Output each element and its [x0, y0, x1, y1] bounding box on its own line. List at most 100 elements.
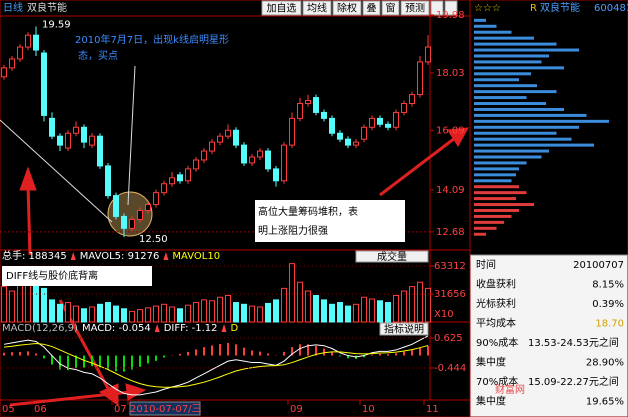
x-tick-label: 07 — [114, 404, 127, 415]
chip-bar — [474, 173, 516, 177]
candle-body — [33, 34, 39, 51]
volume-bar — [1, 286, 7, 323]
candle-body — [9, 58, 15, 69]
candle-body — [89, 135, 95, 146]
chip-bar — [474, 131, 557, 135]
help-button[interactable] — [379, 322, 429, 336]
chip-bar — [474, 54, 549, 58]
volume-bar — [129, 310, 135, 323]
price-annotation: 12.50 — [139, 234, 168, 245]
x-tick-label: 09 — [290, 404, 303, 415]
volume-bar — [329, 303, 335, 323]
volume-bar — [121, 308, 127, 323]
candle-body — [361, 126, 367, 140]
volume-bar — [65, 302, 71, 323]
info-label: 时间 — [476, 258, 496, 271]
toolbar-button[interactable] — [261, 0, 302, 16]
candle-body — [153, 192, 159, 206]
volume-bar — [73, 305, 79, 323]
info-value: 18.70 — [595, 319, 624, 330]
candle-body — [41, 52, 47, 116]
candle-body — [57, 135, 63, 146]
toolbar-button[interactable] — [302, 0, 332, 16]
chip-bar — [474, 191, 527, 195]
volume-bar — [145, 307, 151, 323]
panel-header: MAVOL5: 91276 — [80, 251, 160, 262]
info-value: 20100707 — [573, 260, 624, 271]
volume-bar — [425, 287, 431, 323]
candle-body — [201, 150, 207, 161]
chip-bar — [474, 90, 557, 94]
x-tick-label: 2010-07-07/三 — [130, 404, 201, 415]
volume-bar — [393, 294, 399, 323]
candle-body — [49, 117, 55, 137]
toolbar-button[interactable] — [332, 0, 362, 16]
selector[interactable] — [355, 250, 429, 263]
price-annotation: 19.59 — [42, 20, 71, 31]
volume-bar — [233, 302, 239, 323]
candle-body — [145, 204, 151, 211]
volume-bar — [97, 303, 103, 323]
period: 日线 — [3, 1, 23, 14]
volume-bar — [377, 300, 383, 323]
volume-bar — [81, 308, 87, 323]
chip-bar — [474, 167, 519, 171]
chip-bar — [474, 119, 609, 123]
toolbar-icon[interactable] — [430, 0, 444, 16]
info-label: 集中度 — [476, 395, 506, 408]
x-tick-label: 06 — [34, 404, 47, 415]
candle-body — [425, 46, 431, 63]
toolbar-icon[interactable] — [444, 0, 458, 16]
toolbar-button-label: 窗 — [386, 2, 396, 15]
candle-body — [233, 129, 239, 146]
volume-bar — [209, 300, 215, 323]
candle-body — [377, 117, 383, 125]
chip-bar — [474, 155, 542, 159]
toolbar-button-label: 除权 — [337, 2, 357, 15]
candle-body — [257, 150, 263, 158]
candle-body — [105, 165, 111, 197]
info-value: 28.90% — [586, 358, 624, 369]
note-text: 态，买点 — [78, 49, 118, 62]
chip-bar — [474, 66, 564, 70]
panel-header: MACD: -0.054 — [82, 323, 151, 334]
toolbar-button[interactable] — [362, 0, 381, 16]
info-label: 光标获利 — [476, 297, 516, 310]
volume-bar — [257, 306, 263, 323]
help-button-label: 指标说明 — [384, 323, 424, 336]
volume-bar — [241, 303, 247, 323]
toolbar-button-label: 均线 — [307, 2, 327, 15]
volume-bar — [217, 296, 223, 323]
chip-bar — [474, 179, 512, 183]
cursor-date-bg — [129, 401, 201, 416]
info-label: 集中度 — [476, 356, 506, 369]
volume-bar — [137, 309, 143, 323]
y-tick-label: 0.625 — [434, 333, 463, 344]
note-box — [2, 266, 152, 286]
candle-body — [185, 168, 191, 182]
volume-bar — [281, 287, 287, 323]
toolbar-button[interactable] — [400, 0, 430, 16]
volume-bar — [417, 281, 423, 323]
volume-bar — [361, 296, 367, 323]
note-box — [255, 200, 405, 242]
up-arrow — [154, 324, 160, 332]
chip-bar — [474, 208, 519, 212]
stock-name: 双良节能 — [27, 1, 67, 14]
volume-bar — [153, 305, 159, 323]
volume-bar — [321, 299, 327, 323]
toolbar-button[interactable] — [381, 0, 400, 16]
stars: ☆☆☆ — [474, 3, 501, 14]
panel-header: MACD(12,26,9) — [2, 323, 78, 334]
chip-bar — [474, 197, 516, 201]
note-text: 高位大量筹码堆积，表 — [258, 205, 358, 218]
candle-body — [273, 168, 279, 182]
volume-bar — [169, 306, 175, 323]
volume-bar — [113, 305, 119, 323]
chip-bar — [474, 18, 486, 22]
candle-body — [249, 156, 255, 164]
candle-body — [177, 174, 183, 182]
chip-bar — [474, 137, 572, 141]
volume-bar — [385, 302, 391, 323]
chip-bar — [474, 24, 497, 28]
